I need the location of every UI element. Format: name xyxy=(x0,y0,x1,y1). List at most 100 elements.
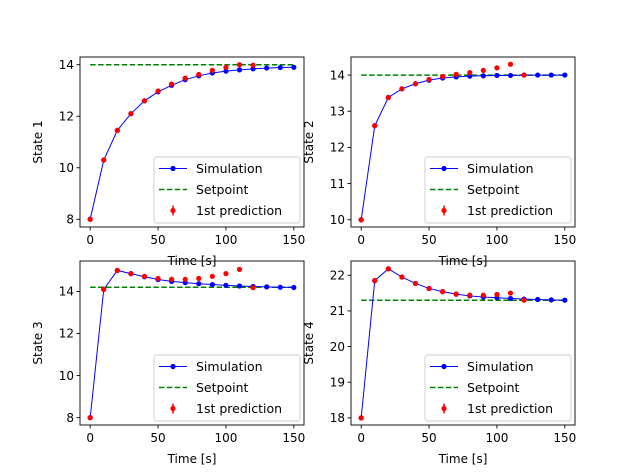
prediction-point xyxy=(236,266,243,273)
prediction-point xyxy=(372,278,378,284)
y-axis-label: State 3 xyxy=(31,321,45,364)
simulation-point xyxy=(209,281,215,288)
y-tick-label: 14 xyxy=(59,285,74,299)
prediction-point xyxy=(196,275,202,282)
legend-prediction-marker xyxy=(170,207,176,214)
x-tick-label: 100 xyxy=(485,431,508,445)
subplot-3: 0 50 100 150 8 10 12 14 Time [s] State 3 Simulatio… xyxy=(31,260,305,466)
legend-prediction-marker xyxy=(441,207,447,214)
simulation-point xyxy=(494,72,500,79)
prediction-point xyxy=(453,71,459,77)
prediction-point xyxy=(196,71,202,78)
legend-label: Setpoint xyxy=(196,182,249,197)
legend-simulation-marker xyxy=(441,165,447,172)
prediction-point xyxy=(480,67,486,73)
prediction-point xyxy=(209,67,215,73)
legend-box xyxy=(153,354,301,422)
prediction-point xyxy=(141,273,148,279)
x-axis-label: Time [s] xyxy=(438,452,488,466)
legend-label: 1st prediction xyxy=(196,203,282,218)
y-tick-label: 22 xyxy=(330,268,345,282)
x-tick-label: 50 xyxy=(150,233,165,247)
y-tick-label: 18 xyxy=(330,411,345,425)
prediction-point xyxy=(169,276,175,282)
simulation-point xyxy=(535,296,541,303)
simulation-point xyxy=(548,72,554,78)
prediction-point xyxy=(250,62,256,68)
prediction-point xyxy=(440,289,446,295)
legend-simulation-marker xyxy=(441,363,447,370)
prediction-point xyxy=(494,65,500,71)
y-tick-label: 21 xyxy=(330,304,345,318)
prediction-point xyxy=(480,292,486,298)
prediction-point xyxy=(223,271,229,277)
simulation-point xyxy=(277,284,283,290)
x-tick-label: 100 xyxy=(214,431,237,445)
legend-box xyxy=(424,156,572,224)
axes-frame xyxy=(350,260,576,426)
prediction-point xyxy=(223,64,229,70)
prediction-point xyxy=(358,217,364,223)
x-tick-label: 150 xyxy=(553,233,576,247)
prediction-point xyxy=(236,62,243,68)
axes-frame xyxy=(350,56,576,228)
axes-frame xyxy=(79,260,305,426)
legend: Simulation Setpoint 1st prediction xyxy=(424,354,572,422)
simulation-point xyxy=(236,283,243,289)
x-tick-label: 150 xyxy=(282,233,305,247)
y-axis-label: State 1 xyxy=(31,120,45,163)
simulation-point xyxy=(236,67,243,73)
simulation-point xyxy=(562,72,568,78)
simulation-point xyxy=(291,284,297,291)
simulation-point xyxy=(291,64,297,70)
prediction-point xyxy=(114,267,120,274)
prediction-point xyxy=(399,86,405,92)
prediction-point xyxy=(141,98,148,104)
prediction-point xyxy=(128,271,134,277)
subplot-4: 0 50 100 150 18 19 20 21 22 Time [s] State 4 Simula… xyxy=(302,260,576,466)
x-tick-label: 150 xyxy=(282,431,305,445)
prediction-point xyxy=(372,123,378,129)
y-tick-label: 10 xyxy=(59,161,74,175)
legend-label: 1st prediction xyxy=(196,401,282,416)
legend-label: Simulation xyxy=(196,359,263,374)
simulation-point xyxy=(264,65,270,71)
legend-prediction-marker xyxy=(441,405,447,412)
prediction-point xyxy=(128,111,134,117)
prediction-point xyxy=(114,127,120,134)
legend: Simulation Setpoint 1st prediction xyxy=(153,354,301,422)
prediction-point xyxy=(209,273,215,279)
prediction-point xyxy=(426,76,432,83)
legend-label: Simulation xyxy=(196,161,263,176)
prediction-point xyxy=(385,94,391,101)
x-tick-label: 0 xyxy=(86,431,94,445)
y-axis-label: State 4 xyxy=(302,321,316,364)
x-tick-label: 50 xyxy=(150,431,165,445)
simulation-point xyxy=(277,64,283,71)
x-tick-label: 0 xyxy=(357,233,365,247)
prediction-point xyxy=(494,291,500,298)
legend-label: 1st prediction xyxy=(467,401,553,416)
x-tick-label: 150 xyxy=(553,431,576,445)
prediction-point xyxy=(412,280,419,287)
simulation-point xyxy=(562,297,568,303)
x-tick-label: 50 xyxy=(421,431,436,445)
legend: Simulation Setpoint 1st prediction xyxy=(424,156,572,224)
simulation-point xyxy=(264,284,270,290)
simulation-point xyxy=(223,282,229,288)
simulation-point xyxy=(196,281,202,287)
prediction-point xyxy=(101,157,107,163)
prediction-point xyxy=(155,275,161,282)
prediction-point xyxy=(467,69,473,76)
legend-label: Setpoint xyxy=(467,380,520,395)
legend-label: Simulation xyxy=(467,359,534,374)
y-tick-label: 10 xyxy=(59,369,74,383)
simulation-point xyxy=(535,72,541,78)
legend-box xyxy=(153,156,301,224)
legend-label: 1st prediction xyxy=(467,203,553,218)
prediction-point xyxy=(507,61,514,67)
simulation-line xyxy=(360,268,565,418)
